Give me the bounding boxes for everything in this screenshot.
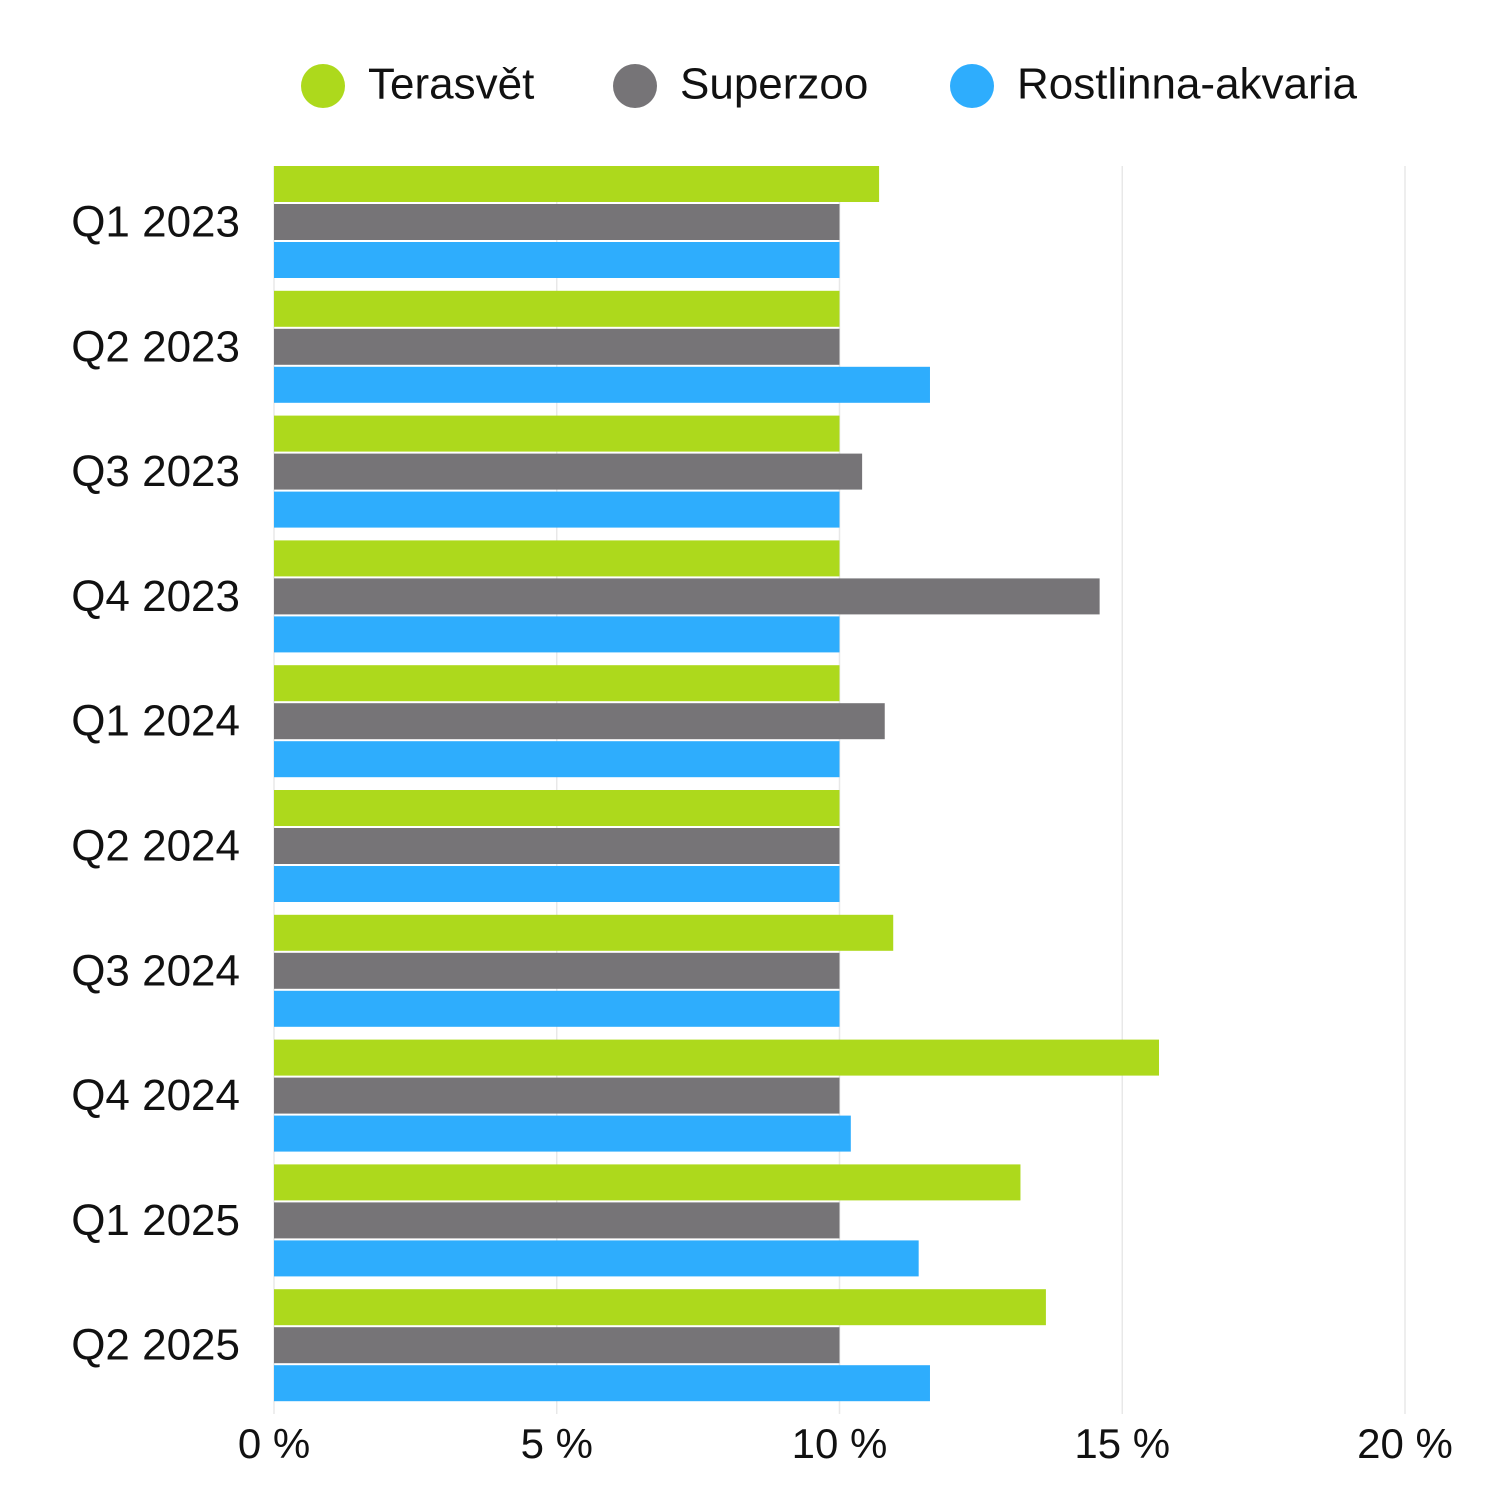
category-label: Q4 2023 — [71, 572, 240, 621]
bar-terasv-t-7 — [274, 1039, 1160, 1076]
bar-rostlinna-akvaria-6 — [274, 990, 840, 1027]
bar-superzoo-4 — [274, 703, 885, 740]
bars — [274, 166, 1160, 1402]
category-label: Q1 2024 — [71, 697, 240, 746]
bar-rostlinna-akvaria-9 — [274, 1365, 930, 1402]
bar-terasv-t-0 — [274, 166, 880, 202]
x-tick-label: 15 % — [1074, 1420, 1170, 1467]
bar-terasv-t-2 — [274, 415, 840, 452]
bar-rostlinna-akvaria-0 — [274, 242, 840, 278]
x-tick-label: 5 % — [521, 1420, 593, 1467]
bar-terasv-t-1 — [274, 290, 840, 327]
bar-rostlinna-akvaria-8 — [274, 1240, 919, 1277]
x-tick-label: 0 % — [238, 1420, 310, 1467]
bar-terasv-t-3 — [274, 540, 840, 577]
bar-terasv-t-8 — [274, 1164, 1021, 1201]
category-label: Q3 2024 — [71, 946, 240, 995]
bar-rostlinna-akvaria-5 — [274, 866, 840, 902]
bar-rostlinna-akvaria-4 — [274, 741, 840, 778]
legend-item: Terasvět — [301, 60, 534, 109]
bar-rostlinna-akvaria-7 — [274, 1115, 851, 1152]
bar-rostlinna-akvaria-2 — [274, 491, 840, 528]
x-tick-labels: 0 % 5 % 10 % 15 % 20 % — [238, 1420, 1453, 1467]
bar-terasv-t-9 — [274, 1289, 1046, 1326]
category-label: Q4 2024 — [71, 1071, 240, 1120]
bar-superzoo-3 — [274, 578, 1100, 615]
legend-swatch — [613, 64, 657, 108]
legend: Terasvět Superzoo Rostlinna-akvaria — [301, 60, 1357, 109]
legend-label: Superzoo — [680, 60, 868, 109]
category-label: Q1 2023 — [71, 198, 240, 247]
category-label: Q2 2023 — [71, 322, 240, 371]
bar-superzoo-8 — [274, 1202, 840, 1239]
category-label: Q2 2025 — [71, 1321, 240, 1370]
bar-terasv-t-5 — [274, 790, 840, 826]
bar-terasv-t-4 — [274, 665, 840, 702]
x-tick-label: 20 % — [1357, 1420, 1453, 1467]
bar-terasv-t-6 — [274, 914, 894, 951]
bar-rostlinna-akvaria-1 — [274, 366, 930, 403]
category-label: Q2 2024 — [71, 822, 240, 871]
legend-label: Terasvět — [368, 60, 534, 109]
category-label: Q3 2023 — [71, 447, 240, 496]
bar-superzoo-2 — [274, 453, 863, 490]
bar-rostlinna-akvaria-3 — [274, 616, 840, 653]
legend-item: Superzoo — [613, 60, 868, 109]
legend-label: Rostlinna-akvaria — [1017, 60, 1357, 109]
legend-swatch — [301, 64, 345, 108]
bar-superzoo-1 — [274, 328, 840, 365]
legend-item: Rostlinna-akvaria — [950, 60, 1357, 109]
bar-superzoo-7 — [274, 1077, 840, 1114]
category-label: Q1 2025 — [71, 1196, 240, 1245]
bar-superzoo-5 — [274, 828, 840, 864]
x-tick-label: 10 % — [792, 1420, 888, 1467]
bar-superzoo-6 — [274, 952, 840, 989]
legend-swatch — [950, 64, 994, 108]
bar-superzoo-9 — [274, 1327, 840, 1364]
bar-superzoo-0 — [274, 204, 840, 240]
category-labels: Q1 2023 Q2 2023 Q3 2023 Q4 2023 Q1 2024 Q2 20… — [71, 198, 240, 1370]
